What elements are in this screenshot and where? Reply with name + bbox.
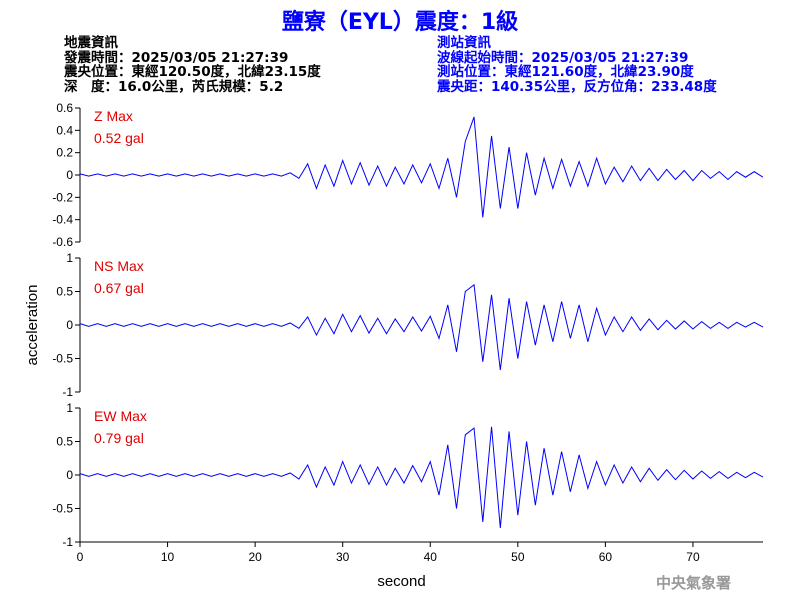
y-tick-label: 0.5 xyxy=(56,435,73,449)
info-line: 震央位置：東經120.50度，北緯23.15度 xyxy=(64,64,321,80)
waveform xyxy=(79,116,764,218)
x-tick-label: 0 xyxy=(77,550,84,564)
x-tick-label: 70 xyxy=(686,550,700,564)
max-annotation: 0.79 gal xyxy=(94,430,144,446)
max-annotation: NS Max xyxy=(94,258,144,274)
y-tick-label: -0.5 xyxy=(52,352,73,366)
max-annotation: 0.52 gal xyxy=(94,130,144,146)
y-tick-label: -1 xyxy=(62,385,73,399)
y-tick-label: 0.6 xyxy=(56,101,73,115)
info-line: 測站位置：東經121.60度，北緯23.90度 xyxy=(437,64,694,80)
x-axis-label: second xyxy=(377,573,425,590)
waveform xyxy=(79,283,764,370)
y-tick-label: 0 xyxy=(66,168,73,182)
y-tick-label: -0.4 xyxy=(52,213,73,227)
station-info: 測站資訊 波線起始時間：2025/03/05 21:27:39 測站位置：東經121… xyxy=(437,36,717,94)
max-annotation: Z Max xyxy=(94,108,133,124)
info-line: 震央距：140.35公里，反方位角：233.48度 xyxy=(437,78,717,95)
quake-info: 地震資訊 發震時間：2025/03/05 21:27:39 震央位置：東經120.5… xyxy=(64,36,321,94)
x-tick-label: 50 xyxy=(511,550,525,564)
max-annotation: EW Max xyxy=(94,408,147,424)
y-tick-label: -0.5 xyxy=(52,502,73,516)
x-tick-label: 10 xyxy=(161,550,175,564)
footer: 中央氣象署 xyxy=(656,574,732,592)
x-tick-label: 20 xyxy=(248,550,262,564)
y-tick-label: 0.4 xyxy=(56,123,73,137)
max-annotation: 0.67 gal xyxy=(94,280,144,296)
info-line: 波線起始時間：2025/03/05 21:27:39 xyxy=(437,49,689,66)
waveform xyxy=(79,426,764,528)
y-tick-label: 0.2 xyxy=(56,146,73,160)
y-tick-label: 1 xyxy=(66,401,73,415)
y-tick-label: -0.2 xyxy=(52,190,73,204)
info-line: 地震資訊 xyxy=(64,35,118,51)
info-line: 測站資訊 xyxy=(437,35,491,51)
x-tick-label: 40 xyxy=(424,550,438,564)
x-tick-label: 30 xyxy=(336,550,350,564)
info-line: 深 度：16.0公里，芮氏規模：5.2 xyxy=(64,78,284,95)
y-tick-label: 1 xyxy=(66,251,73,265)
y-tick-label: 0 xyxy=(66,318,73,332)
y-tick-label: -0.6 xyxy=(52,235,73,249)
title: 鹽寮（EYL）震度：1級 xyxy=(281,10,519,35)
y-tick-label: 0.5 xyxy=(56,285,73,299)
y-tick-label: -1 xyxy=(62,535,73,549)
x-tick-label: 60 xyxy=(599,550,613,564)
y-tick-label: 0 xyxy=(66,468,73,482)
info-line: 發震時間：2025/03/05 21:27:39 xyxy=(64,49,289,66)
y-axis-label: acceleration xyxy=(24,285,41,366)
